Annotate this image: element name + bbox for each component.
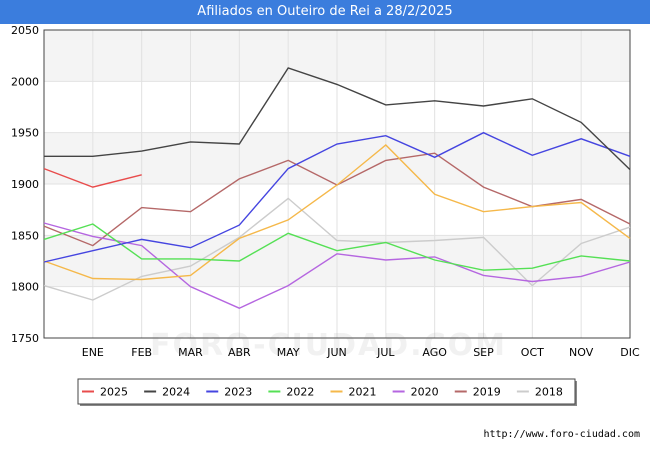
series-line-2024 — [44, 67, 631, 171]
source-url[interactable]: http://www.foro-ciudad.com — [483, 429, 640, 440]
legend-label-2025: 2025 — [100, 386, 128, 399]
y-tick-label: 1900 — [11, 178, 39, 191]
legend-label-2019: 2019 — [473, 386, 501, 399]
x-tick-label: JUN — [326, 346, 347, 359]
x-tick-label: FEB — [131, 346, 152, 359]
chart-title: Afiliados en Outeiro de Rei a 28/2/2025 — [0, 0, 650, 24]
series-line-2020 — [43, 222, 631, 309]
series-line-2022 — [43, 223, 631, 271]
y-tick-label: 1850 — [11, 229, 39, 242]
y-tick-label: 1750 — [11, 332, 39, 345]
legend-label-2021: 2021 — [349, 386, 377, 399]
legend-label-2024: 2024 — [162, 386, 190, 399]
x-tick-label: MAY — [277, 346, 300, 359]
legend-label-2020: 2020 — [411, 386, 439, 399]
x-tick-label: JUL — [376, 346, 395, 359]
x-tick-label: ENE — [82, 346, 104, 359]
y-tick-label: 2050 — [11, 24, 39, 37]
series-line-2018 — [43, 197, 631, 301]
x-tick-label: OCT — [521, 346, 544, 359]
legend-label-2018: 2018 — [535, 386, 563, 399]
watermark: FORO-CIUDAD.COM — [150, 328, 507, 363]
y-tick-label: 2000 — [11, 75, 39, 88]
x-tick-label: SEP — [473, 346, 494, 359]
y-tick-label: 1800 — [11, 281, 39, 294]
legend-label-2022: 2022 — [286, 386, 314, 399]
x-tick-label: MAR — [178, 346, 203, 359]
y-tick-label: 1950 — [11, 127, 39, 140]
legend-box — [77, 378, 576, 405]
series-line-2021 — [43, 144, 631, 281]
series-line-2023 — [43, 131, 631, 263]
x-tick-label: AGO — [422, 346, 447, 359]
x-tick-label: DIC — [620, 346, 640, 359]
x-tick-label: ABR — [228, 346, 251, 359]
legend-label-2023: 2023 — [224, 386, 252, 399]
series-line-2025 — [43, 167, 142, 188]
x-tick-label: NOV — [569, 346, 594, 359]
plot-frame — [43, 29, 631, 339]
